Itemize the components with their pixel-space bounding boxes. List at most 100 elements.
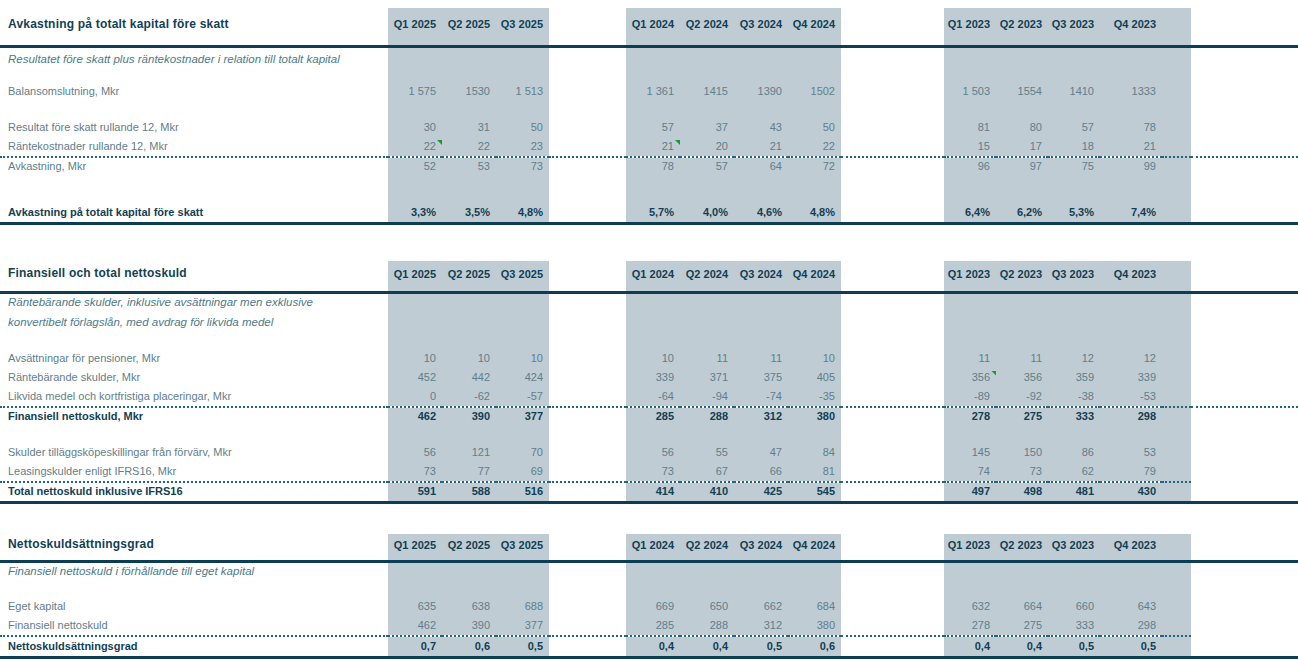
empty-cell <box>1048 426 1100 443</box>
value-cell: 69 <box>496 462 549 482</box>
empty-cell <box>496 314 549 335</box>
empty-cell <box>841 597 944 616</box>
empty-cell <box>1191 349 1298 368</box>
quarter-header: Q4 2024 <box>788 261 841 293</box>
value-cell: 516 <box>496 482 549 503</box>
empty-cell <box>1162 176 1191 202</box>
value-cell: 375 <box>734 368 788 387</box>
value-cell: 22 <box>788 137 841 157</box>
value-cell: 15 <box>944 137 996 157</box>
empty-cell <box>841 335 944 349</box>
empty-cell <box>944 176 996 202</box>
empty-cell <box>1191 74 1298 82</box>
subtitle-row: Resultatet före skatt plus räntekostnade… <box>0 46 1298 74</box>
value-cell: 3,5% <box>442 202 496 223</box>
value-cell: 380 <box>788 407 841 426</box>
empty-cell <box>1191 482 1298 503</box>
value-cell: 10 <box>388 349 442 368</box>
value-cell: 390 <box>442 407 496 426</box>
value-cell: 0,4 <box>680 636 734 657</box>
value-cell: -57 <box>496 387 549 407</box>
value-cell: 22 <box>388 137 442 157</box>
spacer-row <box>0 176 1298 202</box>
value-cell: 442 <box>442 368 496 387</box>
value-cell: 684 <box>788 597 841 616</box>
empty-cell <box>549 462 626 482</box>
empty-cell <box>1162 118 1191 137</box>
value-cell: 12 <box>1100 349 1162 368</box>
quarter-header: Q4 2023 <box>1100 261 1162 293</box>
table-row: Avkastning på totalt kapital före skatt3… <box>0 202 1298 223</box>
empty-cell <box>1048 101 1100 118</box>
value-cell: 1415 <box>680 82 734 101</box>
empty-cell <box>996 426 1048 443</box>
empty-cell <box>388 335 442 349</box>
quarter-header: Q1 2024 <box>626 261 680 293</box>
quarter-header: Q2 2025 <box>442 261 496 293</box>
empty-cell <box>1191 314 1298 335</box>
table-row: Likvida medel och kortfristiga placering… <box>0 387 1298 407</box>
value-cell: 75 <box>1048 157 1100 176</box>
quarter-header: Q2 2024 <box>680 261 734 293</box>
empty-cell <box>841 101 944 118</box>
table-row: Avkastning, Mkr5253737857647296977599 <box>0 157 1298 176</box>
value-cell: 0,4 <box>626 636 680 657</box>
spacer-row <box>0 101 1298 118</box>
empty-cell <box>626 561 680 583</box>
value-cell: 0,5 <box>734 636 788 657</box>
value-cell: 632 <box>944 597 996 616</box>
empty-cell <box>1191 426 1298 443</box>
empty-cell <box>496 293 549 314</box>
empty-cell <box>0 101 388 118</box>
empty-cell <box>442 293 496 314</box>
table-row: Avsättningar för pensioner, Mkr101010101… <box>0 349 1298 368</box>
table-title: Avkastning på totalt kapital före skatt <box>0 8 388 46</box>
quarter-header: Q1 2023 <box>944 534 996 561</box>
value-cell: 57 <box>1048 118 1100 137</box>
empty-cell <box>841 202 944 223</box>
empty-cell <box>944 583 996 597</box>
row-label: Total nettoskuld inklusive IFRS16 <box>0 482 388 503</box>
quarter-header: Q3 2024 <box>734 8 788 46</box>
empty-cell <box>626 583 680 597</box>
empty-cell <box>788 426 841 443</box>
value-cell: 81 <box>788 462 841 482</box>
empty-cell <box>788 583 841 597</box>
header-spacer <box>549 8 626 46</box>
value-cell: 11 <box>996 349 1048 368</box>
value-cell: 405 <box>788 368 841 387</box>
empty-cell <box>680 335 734 349</box>
empty-cell <box>841 561 944 583</box>
empty-cell <box>788 176 841 202</box>
empty-cell <box>0 583 388 597</box>
value-cell: 0,6 <box>788 636 841 657</box>
empty-cell <box>1162 46 1191 74</box>
value-cell: 278 <box>944 407 996 426</box>
value-cell: 43 <box>734 118 788 137</box>
empty-cell <box>944 74 996 82</box>
empty-cell <box>388 293 442 314</box>
empty-cell <box>944 561 996 583</box>
value-cell: 12 <box>1048 349 1100 368</box>
empty-cell <box>1162 426 1191 443</box>
empty-cell <box>549 597 626 616</box>
subtitle-row: Finansiell nettoskuld i förhållande till… <box>0 561 1298 583</box>
empty-cell <box>680 561 734 583</box>
empty-cell <box>996 335 1048 349</box>
row-label: Resultat före skatt rullande 12, Mkr <box>0 118 388 137</box>
table-row: Leasingskulder enligt IFRS16, Mkr7377697… <box>0 462 1298 482</box>
row-label: Balansomslutning, Mkr <box>0 82 388 101</box>
value-cell: 84 <box>788 443 841 462</box>
value-cell: 377 <box>496 407 549 426</box>
value-cell: 0,7 <box>388 636 442 657</box>
empty-cell <box>388 426 442 443</box>
empty-cell <box>1100 335 1162 349</box>
value-cell: 638 <box>442 597 496 616</box>
value-cell: 312 <box>734 616 788 636</box>
quarter-header: Q1 2024 <box>626 8 680 46</box>
empty-cell <box>1100 176 1162 202</box>
value-cell: 1410 <box>1048 82 1100 101</box>
row-label: Skulder tilläggsköpeskillingar från förv… <box>0 443 388 462</box>
empty-cell <box>788 314 841 335</box>
empty-cell <box>734 46 788 74</box>
